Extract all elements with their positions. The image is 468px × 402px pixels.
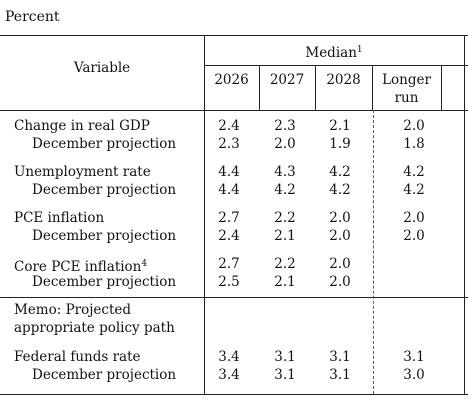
cell: 1.9: [329, 136, 351, 152]
variable-column-rule: [204, 35, 205, 394]
cell: 2.7: [218, 210, 240, 226]
row-label-core-pce-december: December projection: [32, 274, 177, 290]
median-footnote: 1: [356, 45, 363, 55]
row-label-pce: PCE inflation: [14, 210, 105, 226]
memo-line-2: appropriate policy path: [14, 320, 175, 336]
cell: 2.7: [218, 256, 240, 272]
cell: 3.1: [274, 349, 296, 365]
cell: 4.4: [218, 164, 240, 180]
year-rule-1: [259, 65, 260, 110]
cell: 1.8: [403, 136, 425, 152]
cell: 3.1: [274, 367, 296, 383]
cell: 3.4: [218, 367, 240, 383]
cell: 3.4: [218, 349, 240, 365]
year-2026-header: 2026: [214, 72, 249, 88]
median-rule: [204, 65, 468, 66]
cell: 2.4: [218, 118, 240, 134]
row-label-gdp: Change in real GDP: [14, 118, 150, 134]
longer-run-dashed-rule: [373, 110, 374, 394]
cell: 2.0: [403, 210, 425, 226]
memo-line-1: Memo: Projected: [14, 302, 132, 318]
variable-header: Variable: [73, 60, 131, 76]
cell: 4.2: [403, 182, 425, 198]
year-rule-3: [372, 65, 373, 110]
unit-label: Percent: [5, 9, 60, 25]
cell: 2.0: [274, 136, 296, 152]
cell: 2.0: [329, 210, 351, 226]
projections-table: Variable Median1 2026 2027 2028 Longer r…: [0, 35, 468, 395]
cell: 2.5: [218, 274, 240, 290]
cell: 2.2: [274, 210, 296, 226]
cell: 2.4: [218, 228, 240, 244]
cell: 2.0: [403, 118, 425, 134]
year-2028-header: 2028: [326, 72, 361, 88]
cell: 2.0: [329, 274, 351, 290]
row-label-core-pce: Core PCE inflation4: [14, 259, 148, 275]
memo-divider: [0, 297, 468, 298]
cell: 2.0: [329, 256, 351, 272]
cell: 3.1: [329, 349, 351, 365]
year-rule-2: [315, 65, 316, 110]
cell: 3.1: [403, 349, 425, 365]
cell: 3.0: [403, 367, 425, 383]
longer-run-header-line1: Longer: [382, 72, 431, 88]
row-label-gdp-december: December projection: [32, 136, 177, 152]
year-2027-header: 2027: [269, 72, 305, 88]
row-label-federal-funds-rate: Federal funds rate: [14, 349, 141, 365]
cell: 4.2: [274, 182, 296, 198]
cell: 4.2: [329, 164, 351, 180]
row-label-unemployment: Unemployment rate: [14, 164, 151, 180]
right-edge-rule: [464, 35, 465, 394]
cell: 2.0: [403, 228, 425, 244]
cell: 2.1: [274, 228, 296, 244]
cell: 2.1: [329, 118, 351, 134]
row-label-pce-december: December projection: [32, 228, 177, 244]
core-pce-footnote: 4: [141, 259, 148, 269]
cell: 2.1: [274, 274, 296, 290]
cell: 4.2: [329, 182, 351, 198]
year-rule-4: [441, 65, 442, 110]
longer-run-header-line2: run: [394, 90, 419, 106]
header-bottom-rule: [0, 110, 468, 111]
table-top-rule: [0, 35, 468, 36]
cell: 3.1: [329, 367, 351, 383]
cell: 4.3: [274, 164, 296, 180]
row-label-unemployment-december: December projection: [32, 182, 177, 198]
cell: 2.3: [218, 136, 240, 152]
cell: 4.2: [403, 164, 425, 180]
cell: 2.0: [329, 228, 351, 244]
table-bottom-rule: [0, 394, 468, 395]
median-header: Median1: [305, 45, 363, 61]
cell: 4.4: [218, 182, 240, 198]
row-label-federal-funds-december: December projection: [32, 367, 177, 383]
cell: 2.2: [274, 256, 296, 272]
cell: 2.3: [274, 118, 296, 134]
